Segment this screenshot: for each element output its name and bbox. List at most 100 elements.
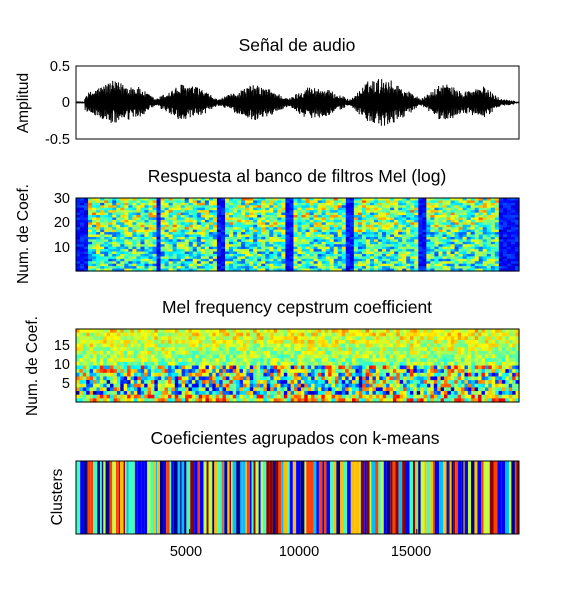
mel-cell [329, 239, 335, 243]
mfcc-cell [147, 332, 152, 337]
mfcc-cell [249, 380, 254, 385]
mel-cell [148, 234, 154, 238]
mel-cell [229, 212, 234, 216]
mel-cell [192, 253, 198, 257]
mel-cell [333, 229, 339, 233]
mel-cell [76, 251, 81, 255]
mfcc-cell [99, 369, 104, 374]
mel-cell [402, 261, 407, 265]
mfcc-cell [260, 394, 265, 399]
mfcc-cell [215, 387, 220, 392]
mfcc-cell [277, 387, 282, 392]
mel-cell [325, 246, 331, 250]
mel-cell [257, 244, 262, 248]
mel-cell [390, 246, 395, 250]
mel-cell [510, 202, 516, 206]
mel-cell [160, 261, 166, 265]
mel-cell [128, 207, 133, 211]
mel-cell [498, 268, 504, 272]
mel-cell [305, 246, 311, 250]
mfcc-cell [304, 347, 309, 352]
mel-cell [390, 215, 395, 219]
mfcc-cell [215, 391, 220, 396]
mfcc-cell [225, 350, 230, 356]
mel-cell [88, 232, 93, 236]
mfcc-cell [314, 383, 319, 388]
mel-cell [430, 241, 436, 245]
mel-cell [430, 207, 436, 211]
mfcc-cell [273, 391, 278, 396]
mel-cell [176, 261, 182, 265]
mel-cell [434, 234, 440, 238]
mel-cell [148, 241, 154, 245]
mel-cell [386, 258, 391, 262]
mel-cell [305, 266, 311, 270]
mfcc-cell [307, 339, 312, 345]
mel-cell [76, 258, 81, 262]
mfcc-cell [103, 336, 108, 341]
mel-cell [128, 205, 133, 209]
mel-cell [486, 249, 492, 253]
mel-cell [132, 215, 138, 219]
mel-cell [301, 249, 307, 253]
mfcc-cell [222, 391, 227, 396]
mfcc-cell [338, 372, 343, 378]
mfcc-cell [263, 358, 268, 363]
mel-cell [402, 241, 407, 245]
mel-cell [241, 244, 246, 248]
mel-cell [257, 219, 262, 223]
mel-cell [92, 210, 97, 214]
mel-cell [80, 200, 85, 204]
mel-cell [474, 202, 480, 206]
mel-cell [374, 263, 379, 267]
mel-cell [168, 227, 174, 231]
mel-cell [470, 207, 476, 211]
mfcc-cell [79, 347, 84, 352]
mel-cell [329, 251, 335, 255]
mel-cell [233, 222, 238, 226]
mfcc-cell [96, 339, 101, 345]
mel-cell [462, 207, 468, 211]
mfcc-cell [324, 365, 329, 370]
mel-cell [196, 256, 202, 260]
mel-cell [265, 266, 270, 270]
mfcc-cell [277, 336, 282, 341]
mfcc-cell [150, 398, 155, 403]
mel-cell [353, 222, 359, 226]
mel-cell [92, 251, 97, 255]
mel-cell [285, 229, 291, 233]
mfcc-cell [178, 358, 183, 363]
mel-cell [490, 261, 496, 265]
mel-cell [382, 222, 387, 226]
mel-cell [317, 256, 323, 260]
mel-cell [80, 229, 85, 233]
mel-cell [353, 215, 359, 219]
mel-cell [281, 253, 287, 257]
mfcc-cell [311, 380, 316, 385]
mfcc-cell [96, 369, 101, 374]
mel-cell [88, 268, 93, 272]
mel-cell [361, 261, 367, 265]
mel-cell [285, 215, 291, 219]
mel-cell [458, 256, 464, 260]
mel-cell [374, 227, 379, 231]
mfcc-cell [147, 354, 152, 359]
mfcc-cell [341, 376, 346, 381]
mel-cell [269, 241, 274, 245]
mfcc-cell [328, 376, 333, 381]
mel-cell [490, 205, 496, 209]
mfcc-cell [273, 354, 278, 359]
mel-cell [188, 246, 194, 250]
mel-cell [398, 227, 403, 231]
mfcc-cell [334, 343, 339, 348]
mel-cell [313, 253, 319, 257]
mel-cell [478, 212, 484, 216]
mel-cell [446, 251, 452, 255]
mfcc-cell [297, 365, 302, 370]
mfcc-cell [89, 339, 94, 345]
mel-cell [281, 266, 287, 270]
mfcc-cell [82, 394, 87, 399]
mel-cell [237, 202, 242, 206]
mel-cell [208, 232, 214, 236]
mel-cell [241, 217, 246, 221]
